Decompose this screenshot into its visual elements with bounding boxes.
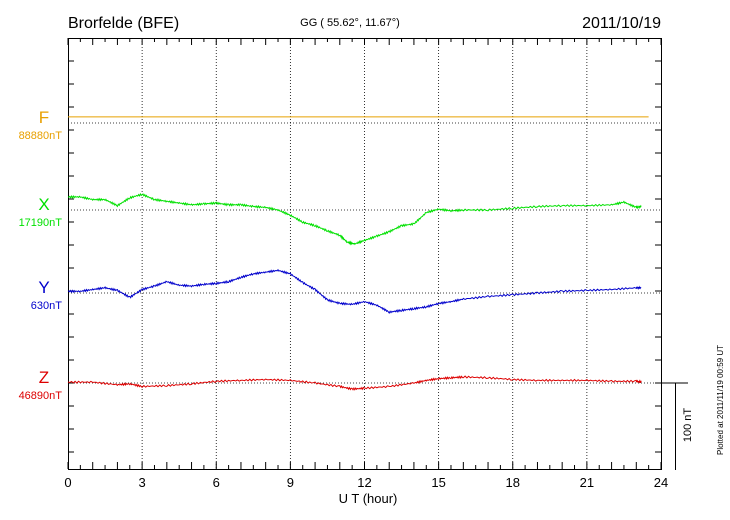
- series-lines: [67, 116, 649, 391]
- series-name-f: F: [39, 108, 49, 127]
- plot-frame: [68, 38, 662, 470]
- series-baseline-z: 46890nT: [19, 390, 63, 402]
- series-line-x: [67, 192, 642, 246]
- x-axis-label: U T (hour): [339, 491, 398, 506]
- x-tick-label-12: 12: [357, 475, 371, 490]
- x-tick-labels: 0 3 6 9 12 15 18 21 24: [64, 475, 668, 490]
- series-name-z: Z: [39, 368, 49, 387]
- series-name-y: Y: [38, 278, 49, 297]
- series-baseline-f: 88880nT: [19, 130, 63, 142]
- axis-ticks: [67, 38, 662, 469]
- grid-lines: [141, 38, 588, 469]
- x-tick-label-0: 0: [64, 475, 71, 490]
- chart-subtitle: GG ( 55.62°, 11.67°): [300, 17, 400, 29]
- x-tick-label-15: 15: [431, 475, 445, 490]
- x-tick-label-6: 6: [213, 475, 220, 490]
- x-tick-label-18: 18: [506, 475, 520, 490]
- x-tick-label-21: 21: [580, 475, 594, 490]
- series-name-x: X: [38, 195, 49, 214]
- plotted-footer: Plotted at 2011/11/19 00:59 UT: [716, 345, 725, 455]
- x-tick-label-24: 24: [654, 475, 668, 490]
- scale-bar-label: 100 nT: [682, 408, 694, 443]
- chart-date: 2011/10/19: [582, 15, 661, 32]
- series-line-z: [67, 375, 642, 391]
- scale-bar: 100 nT: [662, 382, 694, 470]
- chart-title: Brorfelde (BFE): [68, 15, 179, 32]
- series-labels: F 88880nT X 17190nT Y 630nT Z 46890nT: [19, 108, 63, 402]
- series-line-y: [67, 268, 642, 314]
- x-tick-label-3: 3: [139, 475, 146, 490]
- x-tick-label-9: 9: [287, 475, 294, 490]
- series-baseline-y: 630nT: [31, 300, 62, 312]
- series-baseline-x: 17190nT: [19, 217, 63, 229]
